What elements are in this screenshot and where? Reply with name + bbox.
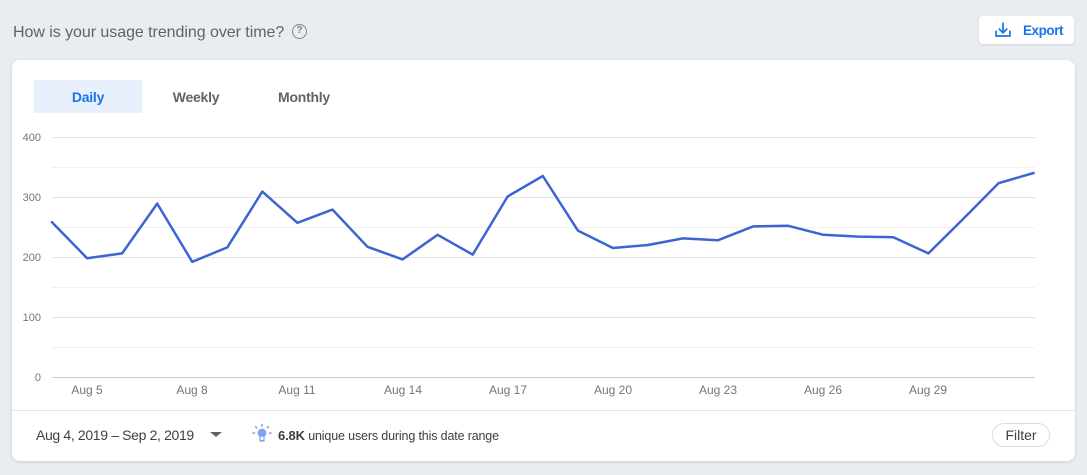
- svg-text:0: 0: [35, 372, 41, 384]
- svg-text:Aug 8: Aug 8: [176, 383, 208, 397]
- svg-text:200: 200: [23, 252, 41, 264]
- svg-text:Aug 5: Aug 5: [71, 383, 103, 397]
- svg-text:Aug 14: Aug 14: [384, 383, 422, 397]
- svg-text:Aug 17: Aug 17: [489, 383, 527, 397]
- svg-text:100: 100: [23, 312, 41, 324]
- svg-text:400: 400: [23, 132, 41, 144]
- svg-text:Aug 23: Aug 23: [699, 383, 737, 397]
- svg-text:300: 300: [23, 192, 41, 204]
- svg-text:Aug 29: Aug 29: [909, 383, 947, 397]
- svg-text:Aug 11: Aug 11: [278, 383, 315, 397]
- svg-text:Aug 26: Aug 26: [804, 383, 842, 397]
- svg-text:Aug 20: Aug 20: [594, 383, 632, 397]
